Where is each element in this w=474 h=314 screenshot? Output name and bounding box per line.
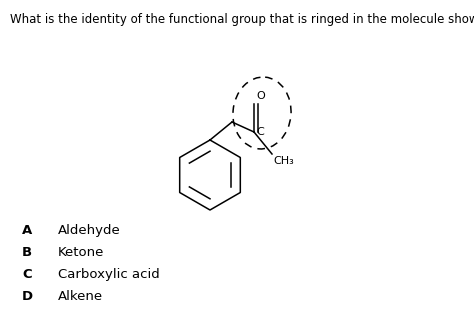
Text: A: A — [22, 224, 32, 237]
Text: Aldehyde: Aldehyde — [58, 224, 121, 237]
Text: C: C — [256, 127, 264, 137]
Text: Ketone: Ketone — [58, 246, 104, 259]
Text: Carboxylic acid: Carboxylic acid — [58, 268, 160, 281]
Text: O: O — [256, 91, 265, 101]
Text: Alkene: Alkene — [58, 290, 103, 303]
Text: D: D — [22, 290, 33, 303]
Text: B: B — [22, 246, 32, 259]
Text: CH₃: CH₃ — [273, 156, 294, 166]
Text: C: C — [22, 268, 32, 281]
Text: What is the identity of the functional group that is ringed in the molecule show: What is the identity of the functional g… — [10, 13, 474, 26]
